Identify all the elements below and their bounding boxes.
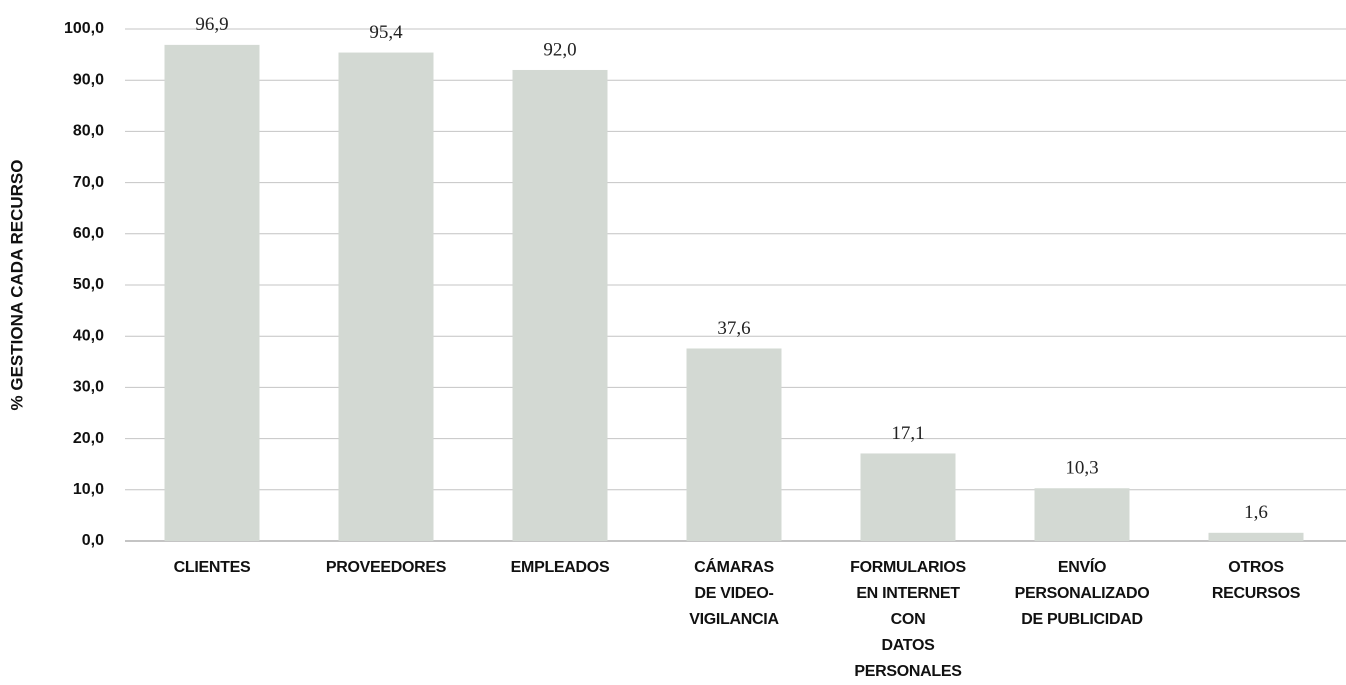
x-tick-label: CÁMARAS DE VIDEO- VIGILANCIA bbox=[689, 559, 779, 628]
value-label: 17,1 bbox=[891, 423, 924, 444]
y-tick-label: 100,0 bbox=[64, 20, 104, 37]
value-label: 1,6 bbox=[1244, 502, 1268, 523]
y-tick-label: 70,0 bbox=[73, 174, 104, 191]
value-label: 96,9 bbox=[195, 14, 228, 35]
x-tick-label: ENVÍO PERSONALIZADO DE PUBLICIDAD bbox=[1014, 559, 1150, 628]
y-tick-label: 40,0 bbox=[73, 327, 104, 344]
y-tick-label: 80,0 bbox=[73, 123, 104, 140]
bar bbox=[338, 52, 434, 541]
value-label: 95,4 bbox=[369, 22, 403, 43]
y-tick-label: 60,0 bbox=[73, 225, 104, 242]
value-label: 10,3 bbox=[1065, 458, 1098, 479]
bar bbox=[512, 69, 608, 542]
x-tick-label: EMPLEADOS bbox=[510, 559, 610, 576]
y-tick-label: 30,0 bbox=[73, 379, 104, 396]
y-tick-label: 90,0 bbox=[73, 71, 104, 88]
x-tick-label: OTROS RECURSOS bbox=[1211, 559, 1301, 602]
y-tick-label: 20,0 bbox=[73, 430, 104, 447]
y-tick-label: 0,0 bbox=[82, 532, 104, 549]
bar bbox=[1034, 488, 1130, 541]
y-tick-label: 10,0 bbox=[73, 481, 104, 498]
value-label: 37,6 bbox=[717, 318, 750, 339]
x-tick-label: FORMULARIOS EN INTERNET CON DATOS PERSON… bbox=[850, 559, 966, 680]
x-tick-label: PROVEEDORES bbox=[325, 559, 447, 576]
bar bbox=[860, 453, 956, 541]
bar bbox=[686, 348, 782, 541]
value-label: 92,0 bbox=[543, 39, 576, 60]
y-axis-title: % GESTIONA CADA RECURSO bbox=[7, 160, 26, 411]
x-tick-label: CLIENTES bbox=[173, 559, 251, 576]
y-tick-label: 50,0 bbox=[73, 276, 104, 293]
bar bbox=[1208, 532, 1304, 541]
bar bbox=[164, 44, 260, 541]
